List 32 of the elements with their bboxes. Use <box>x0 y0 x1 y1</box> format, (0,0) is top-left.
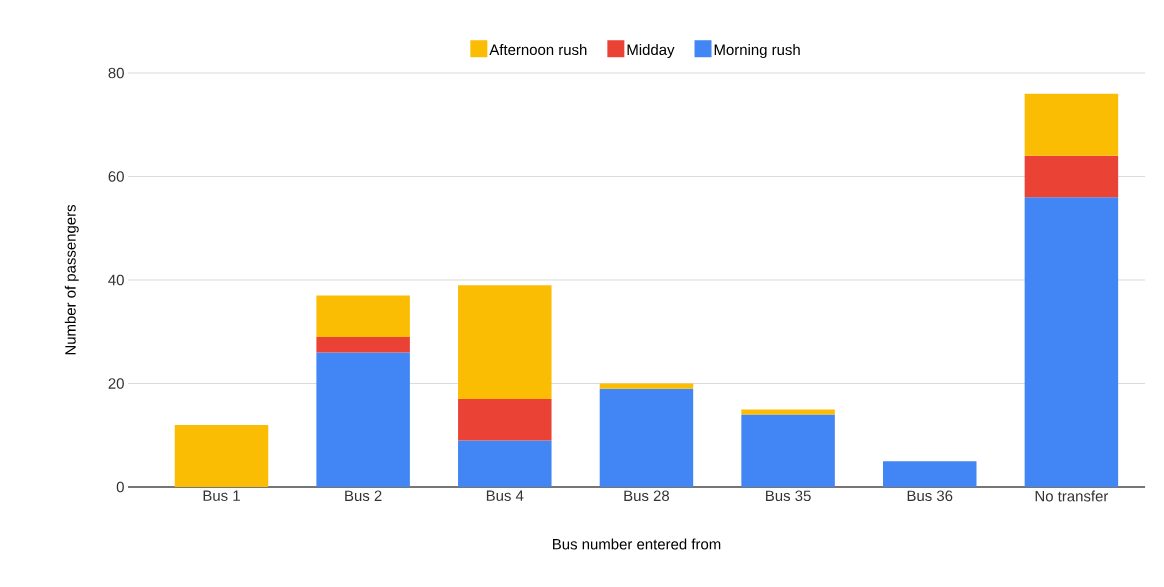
x-tick-label: No transfer <box>1035 490 1109 502</box>
legend-label: Afternoon rush <box>489 44 587 56</box>
bar <box>741 414 835 487</box>
bar <box>599 383 694 389</box>
bar <box>458 285 552 400</box>
x-axis-title: Bus number entered from <box>553 538 721 550</box>
x-tick-label: Bus 36 <box>907 490 953 502</box>
legend-label: Midday <box>627 44 675 58</box>
bar <box>316 352 410 487</box>
bar <box>174 424 269 487</box>
x-tick-label: Bus 35 <box>766 490 811 502</box>
y-tick-label: 80 <box>108 67 124 79</box>
legend-label: Morning rush <box>714 44 800 58</box>
y-tick-label: 60 <box>108 171 124 182</box>
bar <box>1024 197 1119 487</box>
bar <box>458 399 552 441</box>
bar <box>316 295 410 337</box>
x-tick-label: Bus 28 <box>624 490 670 502</box>
y-tick-label: 20 <box>108 378 124 389</box>
x-tick-label: Bus 2 <box>345 490 382 502</box>
y-tick-label: 40 <box>108 274 124 286</box>
x-tick-label: Bus 4 <box>486 490 524 501</box>
bar <box>1024 93 1119 156</box>
bar <box>316 336 410 353</box>
x-tick-label: Bus 1 <box>203 490 240 501</box>
bar <box>458 440 552 487</box>
y-tick-label: 0 <box>116 481 124 493</box>
bar <box>1024 155 1119 198</box>
bar <box>599 388 694 487</box>
bar <box>741 409 835 415</box>
y-axis-title: Number of passengers <box>64 204 79 355</box>
bar <box>883 461 977 487</box>
